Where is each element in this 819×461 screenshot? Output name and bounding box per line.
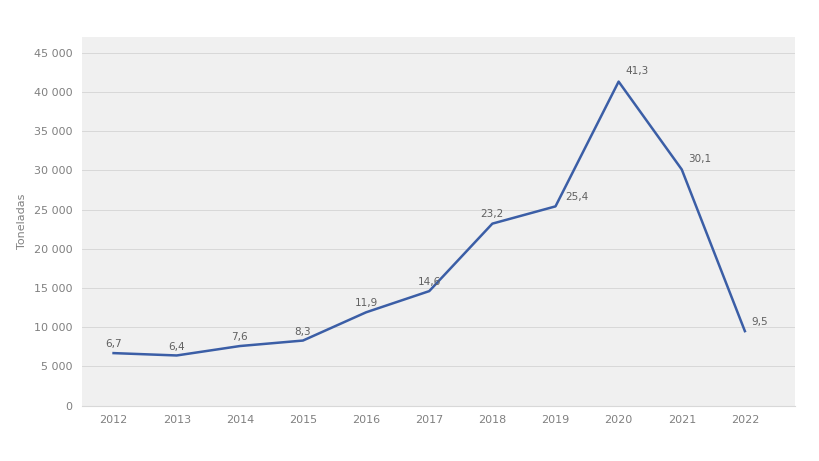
Text: 6,4: 6,4 (168, 342, 185, 352)
Text: 14,6: 14,6 (417, 277, 441, 287)
Text: 25,4: 25,4 (564, 192, 587, 201)
Text: 6,7: 6,7 (105, 339, 122, 349)
Text: 30,1: 30,1 (687, 154, 710, 164)
Text: 7,6: 7,6 (231, 332, 248, 342)
Y-axis label: Toneladas: Toneladas (16, 194, 27, 249)
Text: 41,3: 41,3 (624, 66, 647, 76)
Text: 8,3: 8,3 (294, 327, 311, 337)
Text: 23,2: 23,2 (480, 209, 504, 219)
Text: 11,9: 11,9 (354, 298, 378, 308)
Text: 9,5: 9,5 (750, 317, 767, 327)
